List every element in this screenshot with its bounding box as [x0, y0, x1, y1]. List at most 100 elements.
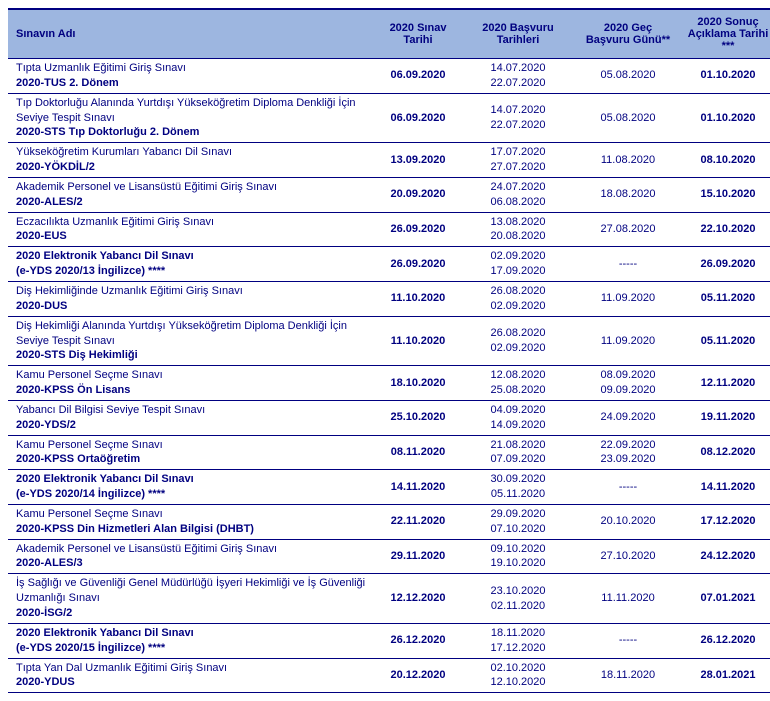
application-end: 27.07.2020: [462, 160, 574, 175]
cell-exam-name: Kamu Personel Seçme Sınavı2020-KPSS Ön L…: [8, 366, 378, 401]
exam-code-text: 2020-İSG/2: [16, 606, 374, 621]
table-row: İş Sağlığı ve Güvenliği Genel Müdürlüğü …: [8, 574, 770, 624]
table-row: Tıp Doktorluğu Alanında Yurtdışı Yüksekö…: [8, 93, 770, 143]
cell-exam-name: Diş Hekimliği Alanında Yurtdışı Yükseköğ…: [8, 316, 378, 366]
application-end: 02.09.2020: [462, 341, 574, 356]
cell-application-dates: 26.08.202002.09.2020: [458, 316, 578, 366]
cell-late-application: 27.08.2020: [578, 212, 678, 247]
cell-exam-date: 29.11.2020: [378, 539, 458, 574]
application-end: 25.08.2020: [462, 383, 574, 398]
cell-late-application: 27.10.2020: [578, 539, 678, 574]
cell-exam-date: 11.10.2020: [378, 281, 458, 316]
application-end: 12.10.2020: [462, 675, 574, 690]
cell-late-application: 08.09.2020 09.09.2020: [578, 366, 678, 401]
application-end: 06.08.2020: [462, 195, 574, 210]
cell-exam-date: 06.09.2020: [378, 59, 458, 94]
cell-exam-date: 08.11.2020: [378, 435, 458, 470]
cell-application-dates: 09.10.202019.10.2020: [458, 539, 578, 574]
cell-exam-name: Tıpta Yan Dal Uzmanlık Eğitimi Giriş Sın…: [8, 658, 378, 693]
application-start: 26.08.2020: [462, 284, 574, 299]
application-start: 29.09.2020: [462, 507, 574, 522]
cell-application-dates: 29.09.202007.10.2020: [458, 504, 578, 539]
table-row: 2020 Elektronik Yabancı Dil Sınavı(e-YDS…: [8, 247, 770, 282]
cell-application-dates: 13.08.202020.08.2020: [458, 212, 578, 247]
application-end: 05.11.2020: [462, 487, 574, 502]
exam-name-text: Tıpta Uzmanlık Eğitimi Giriş Sınavı: [16, 61, 374, 76]
cell-exam-name: 2020 Elektronik Yabancı Dil Sınavı(e-YDS…: [8, 470, 378, 505]
cell-application-dates: 23.10.202002.11.2020: [458, 574, 578, 624]
cell-exam-date: 11.10.2020: [378, 316, 458, 366]
application-start: 30.09.2020: [462, 472, 574, 487]
cell-result-date: 26.09.2020: [678, 247, 770, 282]
table-row: Tıpta Yan Dal Uzmanlık Eğitimi Giriş Sın…: [8, 658, 770, 693]
cell-exam-name: Diş Hekimliğinde Uzmanlık Eğitimi Giriş …: [8, 281, 378, 316]
cell-result-date: 05.11.2020: [678, 281, 770, 316]
cell-result-date: 15.10.2020: [678, 177, 770, 212]
application-start: 04.09.2020: [462, 403, 574, 418]
exam-code-text: 2020-TUS 2. Dönem: [16, 76, 374, 91]
cell-late-application: 11.11.2020: [578, 574, 678, 624]
col-header-exam-date: 2020 Sınav Tarihi: [378, 9, 458, 59]
cell-exam-date: 20.12.2020: [378, 658, 458, 693]
cell-exam-date: 18.10.2020: [378, 366, 458, 401]
exam-code-text: 2020-KPSS Ön Lisans: [16, 383, 374, 398]
cell-late-application: 18.08.2020: [578, 177, 678, 212]
exam-name-text: Akademik Personel ve Lisansüstü Eğitimi …: [16, 542, 374, 557]
cell-application-dates: 14.07.202022.07.2020: [458, 93, 578, 143]
table-row: Akademik Personel ve Lisansüstü Eğitimi …: [8, 177, 770, 212]
application-end: 07.09.2020: [462, 452, 574, 467]
cell-result-date: 12.11.2020: [678, 366, 770, 401]
col-header-name: Sınavın Adı: [8, 9, 378, 59]
application-start: 17.07.2020: [462, 145, 574, 160]
cell-exam-name: Kamu Personel Seçme Sınavı2020-KPSS Din …: [8, 504, 378, 539]
table-row: Yükseköğretim Kurumları Yabancı Dil Sına…: [8, 143, 770, 178]
cell-exam-date: 25.10.2020: [378, 400, 458, 435]
table-row: 2020 Elektronik Yabancı Dil Sınavı(e-YDS…: [8, 623, 770, 658]
exam-code-text: 2020-ALES/3: [16, 556, 374, 571]
application-start: 12.08.2020: [462, 368, 574, 383]
application-start: 23.10.2020: [462, 584, 574, 599]
cell-late-application: 18.11.2020: [578, 658, 678, 693]
exam-name-text: 2020 Elektronik Yabancı Dil Sınavı: [16, 249, 374, 264]
cell-late-application: 05.08.2020: [578, 93, 678, 143]
exam-code-text: (e-YDS 2020/13 İngilizce) ****: [16, 264, 374, 279]
cell-application-dates: 30.09.202005.11.2020: [458, 470, 578, 505]
cell-exam-name: Tıp Doktorluğu Alanında Yurtdışı Yüksekö…: [8, 93, 378, 143]
table-header-row: Sınavın Adı 2020 Sınav Tarihi 2020 Başvu…: [8, 9, 770, 59]
cell-application-dates: 02.10.202012.10.2020: [458, 658, 578, 693]
table-row: Yabancı Dil Bilgisi Seviye Tespit Sınavı…: [8, 400, 770, 435]
table-row: Diş Hekimliği Alanında Yurtdışı Yükseköğ…: [8, 316, 770, 366]
cell-exam-name: Yabancı Dil Bilgisi Seviye Tespit Sınavı…: [8, 400, 378, 435]
cell-late-application: 20.10.2020: [578, 504, 678, 539]
cell-result-date: 26.12.2020: [678, 623, 770, 658]
exam-name-text: Eczacılıkta Uzmanlık Eğitimi Giriş Sınav…: [16, 215, 374, 230]
exam-code-text: 2020-YDS/2: [16, 418, 374, 433]
cell-result-date: 22.10.2020: [678, 212, 770, 247]
cell-application-dates: 12.08.202025.08.2020: [458, 366, 578, 401]
cell-result-date: 01.10.2020: [678, 93, 770, 143]
cell-application-dates: 18.11.202017.12.2020: [458, 623, 578, 658]
cell-application-dates: 21.08.202007.09.2020: [458, 435, 578, 470]
table-row: Kamu Personel Seçme Sınavı2020-KPSS Din …: [8, 504, 770, 539]
exam-code-text: 2020-DUS: [16, 299, 374, 314]
application-end: 02.09.2020: [462, 299, 574, 314]
exam-schedule-table: Sınavın Adı 2020 Sınav Tarihi 2020 Başvu…: [8, 8, 770, 693]
application-end: 20.08.2020: [462, 229, 574, 244]
cell-late-application: 11.09.2020: [578, 281, 678, 316]
cell-exam-name: Akademik Personel ve Lisansüstü Eğitimi …: [8, 539, 378, 574]
exam-name-text: 2020 Elektronik Yabancı Dil Sınavı: [16, 472, 374, 487]
table-row: Eczacılıkta Uzmanlık Eğitimi Giriş Sınav…: [8, 212, 770, 247]
cell-result-date: 08.10.2020: [678, 143, 770, 178]
exam-code-text: 2020-STS Tıp Doktorluğu 2. Dönem: [16, 125, 374, 140]
application-end: 07.10.2020: [462, 522, 574, 537]
exam-name-text: Diş Hekimliği Alanında Yurtdışı Yükseköğ…: [16, 319, 374, 349]
exam-name-text: 2020 Elektronik Yabancı Dil Sınavı: [16, 626, 374, 641]
cell-application-dates: 04.09.202014.09.2020: [458, 400, 578, 435]
cell-exam-date: 12.12.2020: [378, 574, 458, 624]
cell-late-application: 05.08.2020: [578, 59, 678, 94]
cell-application-dates: 14.07.202022.07.2020: [458, 59, 578, 94]
application-start: 21.08.2020: [462, 438, 574, 453]
col-header-late: 2020 Geç Başvuru Günü**: [578, 9, 678, 59]
table-row: Kamu Personel Seçme Sınavı2020-KPSS Orta…: [8, 435, 770, 470]
cell-late-application: 11.09.2020: [578, 316, 678, 366]
